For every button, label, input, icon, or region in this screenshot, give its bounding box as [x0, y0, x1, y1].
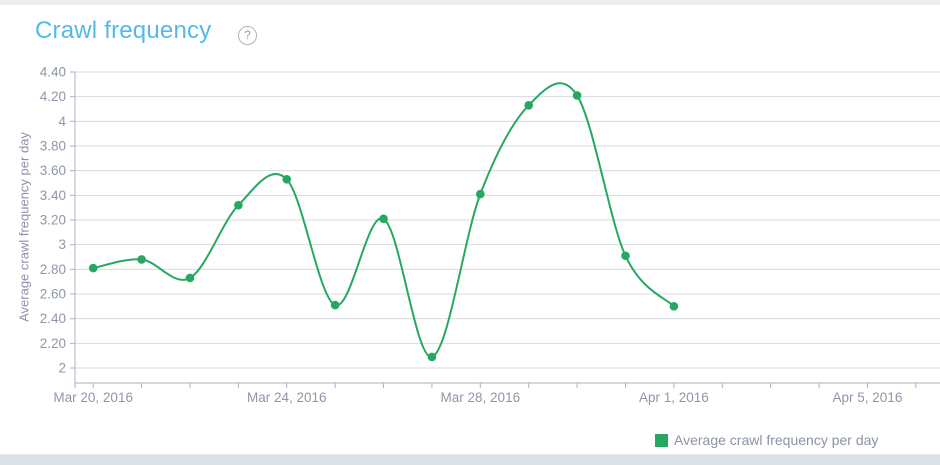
data-point[interactable] [330, 300, 340, 310]
x-tick-label: Mar 28, 2016 [441, 390, 521, 405]
axes [74, 72, 940, 384]
data-point[interactable] [234, 200, 243, 210]
axis-ticks [70, 71, 917, 388]
data-point[interactable] [379, 214, 388, 224]
legend-swatch [655, 433, 668, 447]
series-points [88, 91, 679, 362]
bottom-divider [0, 454, 940, 465]
y-tick-label: 2.20 [40, 336, 66, 351]
data-point[interactable] [621, 251, 630, 261]
y-tick-label: 4 [58, 114, 66, 129]
y-tick-labels: 4.40 4.20 4 3.80 3.60 3.40 3.20 3 2.80 2.60 2.40 2.… [40, 65, 67, 376]
x-tick-label: Apr 5, 2016 [833, 390, 903, 405]
x-tick-labels: Mar 20, 2016 Mar 24, 2016 Mar 28, 2016 Apr … [53, 390, 902, 405]
data-point[interactable] [282, 175, 292, 184]
y-tick-label: 2.60 [40, 287, 66, 302]
data-point[interactable] [524, 101, 534, 110]
y-tick-label: 2 [58, 361, 66, 376]
data-point[interactable] [572, 91, 582, 100]
y-tick-label: 4.40 [40, 65, 66, 80]
data-point[interactable] [185, 273, 195, 283]
page-title: Crawl frequency [35, 17, 212, 44]
data-point[interactable] [427, 352, 437, 362]
y-tick-label: 3.20 [40, 213, 66, 228]
x-tick-label: Mar 20, 2016 [53, 390, 133, 405]
help-icon[interactable]: ? [238, 26, 257, 45]
y-tick-label: 3.40 [40, 188, 66, 203]
y-tick-label: 4.20 [40, 89, 66, 104]
data-point[interactable] [137, 255, 146, 264]
y-tick-label: 2.40 [40, 311, 66, 326]
y-tick-label: 3.80 [40, 139, 66, 154]
x-tick-label: Apr 1, 2016 [639, 390, 709, 405]
data-point[interactable] [669, 302, 679, 311]
legend-item-average-crawl-frequency[interactable]: Average crawl frequency per day [655, 432, 878, 448]
y-tick-label: 2.80 [40, 262, 66, 277]
legend-label: Average crawl frequency per day [674, 432, 879, 448]
y-tick-label: 3 [58, 237, 66, 252]
gridlines [75, 71, 940, 369]
data-point[interactable] [476, 189, 485, 199]
x-tick-label: Mar 24, 2016 [247, 390, 327, 405]
y-tick-label: 3.60 [40, 163, 66, 178]
data-point[interactable] [88, 263, 98, 273]
top-divider [0, 0, 940, 5]
